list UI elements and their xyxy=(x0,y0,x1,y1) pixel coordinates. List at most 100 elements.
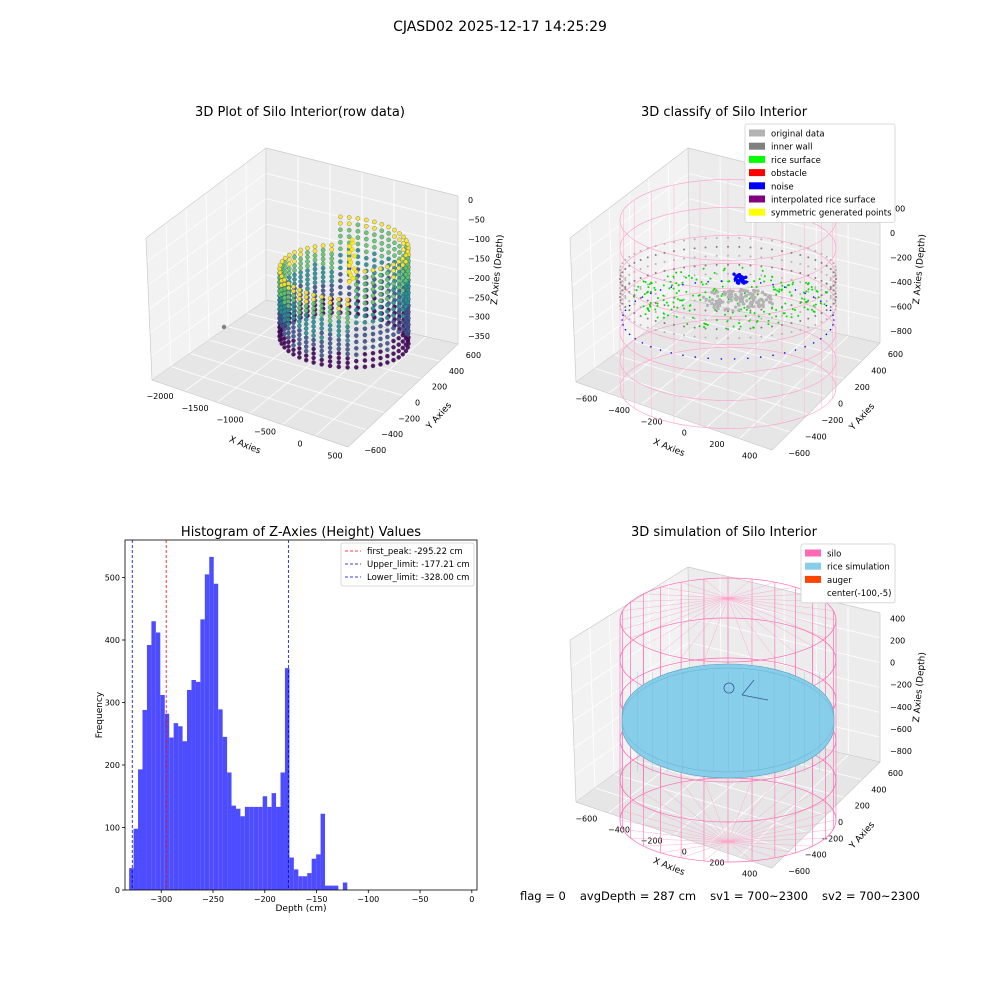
inner-wall-point xyxy=(673,314,675,317)
silo-floor-line xyxy=(727,782,776,843)
inner-wall-point xyxy=(715,328,718,331)
data-point xyxy=(403,342,409,347)
inner-wall-point xyxy=(770,239,773,242)
rice-surface-point xyxy=(748,320,751,323)
data-point xyxy=(362,339,368,344)
grid-line xyxy=(571,198,689,287)
noise-point xyxy=(794,349,797,351)
data-point xyxy=(291,302,296,308)
silo-roof-line xyxy=(727,597,813,647)
inner-wall-point xyxy=(646,247,649,250)
inner-wall-point xyxy=(628,291,631,294)
data-point xyxy=(327,363,333,369)
data-point xyxy=(385,283,390,289)
data-point xyxy=(336,364,342,370)
inner-wall-point xyxy=(799,254,802,257)
noise-point xyxy=(783,352,786,354)
inner-wall-point xyxy=(814,286,817,289)
y-tick-label: 500 xyxy=(105,574,120,583)
rice-surface-point xyxy=(692,294,695,297)
pane-edge xyxy=(689,299,881,344)
histogram-bar xyxy=(289,857,294,890)
noise-point xyxy=(794,289,797,291)
data-point xyxy=(327,345,333,351)
data-point xyxy=(305,268,310,273)
data-point xyxy=(391,351,396,356)
z-tick-label: 0 xyxy=(468,196,473,205)
inner-wall-point xyxy=(770,248,773,251)
data-point xyxy=(345,297,350,303)
rice-surface-point xyxy=(725,327,728,330)
data-point xyxy=(291,307,296,312)
noise-point xyxy=(707,357,709,360)
data-point xyxy=(370,357,376,362)
data-point xyxy=(400,281,406,287)
data-point xyxy=(336,337,342,343)
z-tick-label: −800 xyxy=(890,747,912,756)
data-point xyxy=(401,241,406,246)
x-axis-label: X Axies xyxy=(651,437,686,459)
data-point xyxy=(378,311,383,316)
inner-wall-point xyxy=(760,238,763,241)
rice-surface-point xyxy=(776,289,779,292)
inner-wall-point xyxy=(621,262,624,265)
data-point xyxy=(372,257,377,263)
data-point xyxy=(391,357,396,363)
rice-surface-point xyxy=(784,302,787,305)
rice-surface-point xyxy=(691,316,694,319)
data-point xyxy=(305,277,310,282)
data-point xyxy=(311,310,316,316)
rice-surface-point xyxy=(705,282,708,285)
inner-wall-point xyxy=(663,304,666,307)
rice-surface-point xyxy=(810,308,813,311)
data-point xyxy=(297,341,302,347)
data-point xyxy=(403,291,409,296)
noise-point xyxy=(825,304,828,307)
y-tick-label: 400 xyxy=(105,636,120,645)
rice-surface-point xyxy=(680,271,683,274)
data-point xyxy=(297,310,302,315)
data-point xyxy=(338,246,343,252)
inner-wall-point xyxy=(624,259,627,262)
rice-surface-point xyxy=(643,293,646,296)
inner-wall-point xyxy=(633,270,636,273)
rice-surface-point xyxy=(792,281,795,284)
rice-surface-point xyxy=(763,275,766,278)
data-point xyxy=(221,324,227,330)
inner-wall-point xyxy=(814,305,817,308)
inner-wall-point xyxy=(704,336,707,339)
x-tick-label: 200 xyxy=(709,440,724,449)
data-point xyxy=(378,292,383,297)
legend-label: noise xyxy=(771,182,794,192)
histogram-bar xyxy=(222,736,228,891)
original-data-point xyxy=(707,299,711,303)
noise-point xyxy=(720,280,723,282)
data-point xyxy=(282,345,287,350)
data-point xyxy=(291,352,296,357)
rice-surface-point xyxy=(676,306,679,309)
rice-surface-point xyxy=(778,288,781,291)
data-point xyxy=(386,250,391,255)
rice-surface-point xyxy=(721,292,724,295)
noise-point xyxy=(829,328,832,331)
data-point xyxy=(279,259,285,264)
legend-label: silo xyxy=(827,550,841,560)
data-point xyxy=(303,344,309,349)
data-point xyxy=(396,259,401,264)
original-data-point xyxy=(730,289,735,293)
data-point xyxy=(287,252,292,258)
inner-wall-point xyxy=(619,308,622,311)
data-point xyxy=(336,297,342,302)
y-axis-label: Y Axies xyxy=(424,400,454,432)
data-point xyxy=(354,320,359,326)
data-point xyxy=(391,338,396,344)
legend-label: symmetric generated points xyxy=(771,209,892,219)
data-point xyxy=(327,314,333,319)
data-point xyxy=(303,299,309,304)
original-data-point xyxy=(760,290,765,294)
data-point xyxy=(378,343,383,348)
data-point xyxy=(372,264,377,269)
data-point xyxy=(305,245,310,251)
inner-wall-point xyxy=(621,302,624,305)
inner-wall-point xyxy=(654,328,657,331)
